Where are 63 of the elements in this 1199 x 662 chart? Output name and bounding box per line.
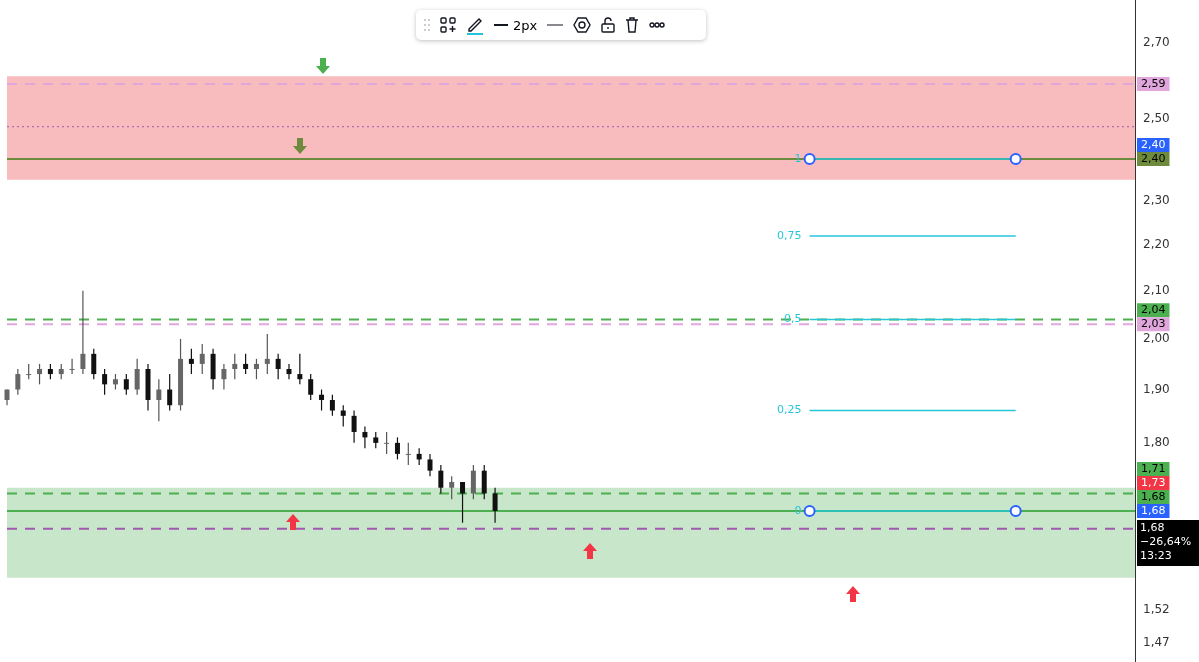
candlestick: [37, 363, 43, 385]
annotation: 2,40: [1141, 137, 1166, 151]
y-tick-label: 2,00: [1143, 331, 1170, 346]
ref-line-label: 2,03: [1141, 317, 1166, 331]
candlestick: [188, 348, 194, 375]
candlestick: [199, 343, 205, 375]
ref-line-label: 2,59: [1141, 76, 1166, 90]
text: 1,68: [1141, 503, 1166, 517]
candlestick: [470, 464, 476, 500]
candlestick: [297, 353, 303, 385]
candlestick: [449, 475, 455, 500]
candlestick: [264, 333, 270, 375]
candlestick: [329, 394, 335, 417]
y-tick-label: 1,80: [1143, 434, 1170, 449]
floating-toolbar: 2px: [416, 10, 706, 40]
candlestick: [156, 378, 162, 422]
candlestick: [438, 464, 444, 495]
y-tick-label: 1,47: [1143, 634, 1170, 649]
candlestick: [362, 425, 368, 449]
candlestick: [134, 358, 140, 396]
candlestick: [275, 353, 281, 380]
text: 13:23: [1140, 549, 1172, 563]
candlestick: [492, 487, 498, 524]
y-tick-label: 2,50: [1143, 110, 1170, 125]
y-tick-label: 2,70: [1143, 35, 1170, 49]
candlestick: [232, 353, 238, 380]
candlestick: [167, 373, 173, 412]
candlestick: [123, 373, 129, 396]
y-tick-label: 2,20: [1143, 237, 1170, 252]
y-tick-label: 2,30: [1143, 193, 1170, 208]
candlestick: [102, 368, 108, 396]
candlestick: [91, 348, 97, 380]
candlestick: [340, 404, 346, 428]
text: −26,64%: [1140, 535, 1192, 549]
candlestick: [384, 431, 390, 455]
candlestick: [319, 388, 325, 412]
candlestick: [308, 373, 314, 401]
candlestick: [253, 358, 259, 380]
series-label: 0,5: [784, 312, 802, 326]
text: 1,73: [1141, 475, 1166, 489]
candlestick: [394, 436, 400, 461]
candlestick: [351, 409, 357, 444]
candlestick: [460, 481, 466, 524]
candlestick: [15, 368, 21, 396]
ref-line-label: 1,68: [1141, 489, 1166, 503]
series-label: 0,25: [777, 403, 802, 417]
annotation: 2px: [513, 17, 538, 33]
series-label: 0,75: [777, 228, 802, 242]
ref-line-label: 2,04: [1141, 303, 1166, 317]
candlestick: [286, 363, 292, 380]
candlestick: [80, 290, 86, 375]
text: 1,68: [1140, 521, 1165, 535]
ref-line-label: 2,40: [1141, 151, 1166, 165]
y-tick-label: 1,52: [1143, 601, 1170, 616]
ref-line-label: 1,71: [1141, 461, 1166, 475]
candlestick: [221, 363, 227, 391]
y-tick-label: 1,90: [1143, 381, 1170, 396]
candlestick: [243, 353, 249, 375]
candlestick: [69, 358, 75, 375]
candlestick: [405, 442, 411, 466]
y-tick-label: 2,10: [1143, 282, 1170, 297]
candlestick: [427, 453, 433, 477]
candlestick: [481, 464, 487, 500]
